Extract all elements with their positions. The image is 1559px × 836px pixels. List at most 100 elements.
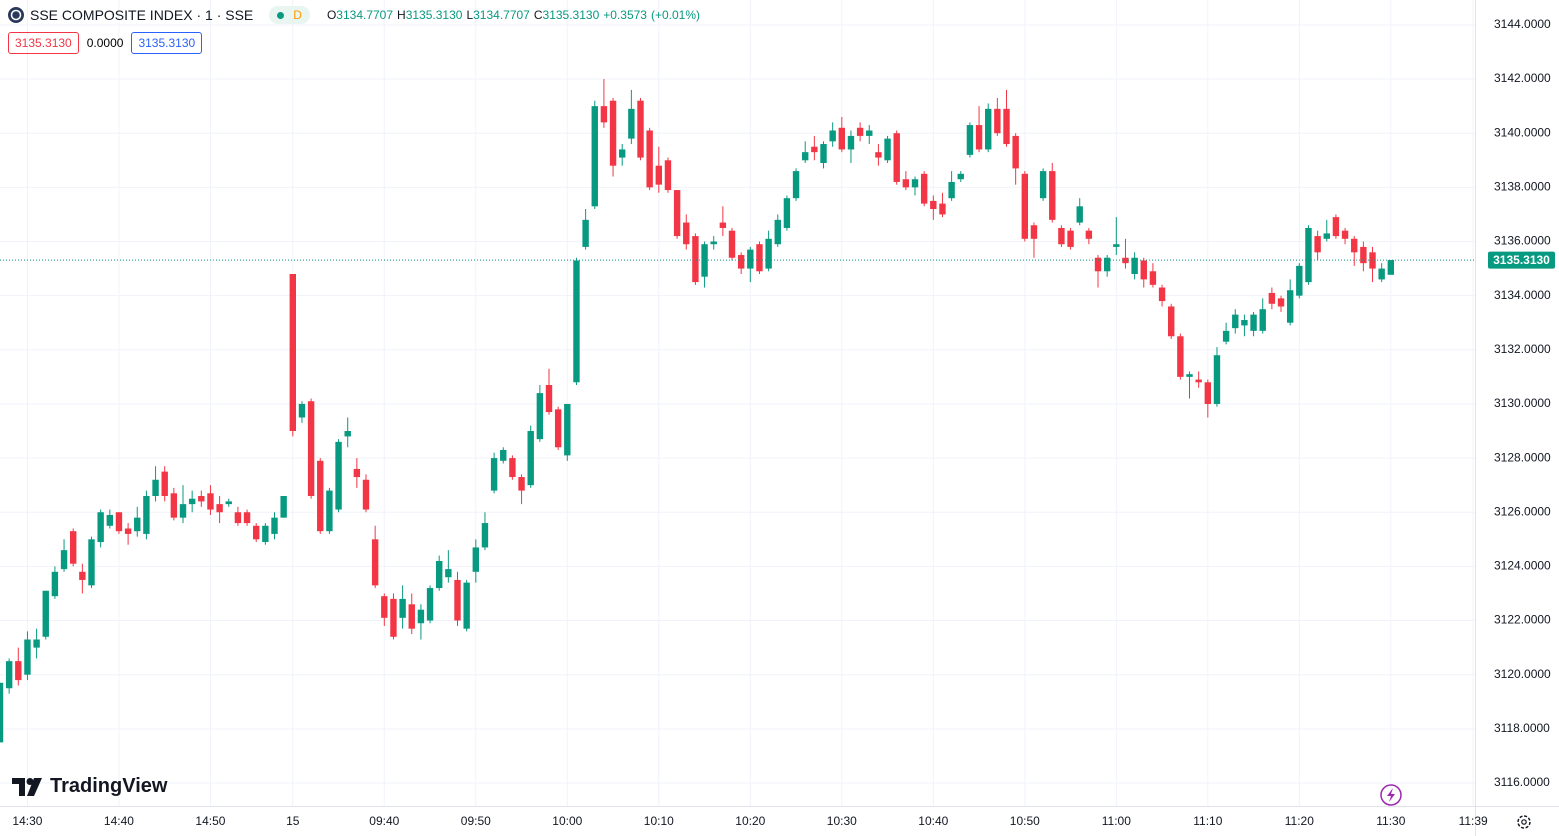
y-tick-label: 3124.0000 xyxy=(1494,559,1551,573)
x-tick-label: 10:20 xyxy=(735,814,765,828)
candle-body xyxy=(408,604,415,629)
candle-body xyxy=(1250,314,1257,331)
x-tick-label: 14:30 xyxy=(12,814,42,828)
candle-body xyxy=(783,198,791,228)
candle-body xyxy=(802,152,809,161)
candle-body xyxy=(710,241,717,245)
candle-body xyxy=(847,135,855,150)
x-tick-label: 09:40 xyxy=(369,814,399,828)
x-tick-label: 14:50 xyxy=(195,814,225,828)
candle-body xyxy=(1222,330,1230,342)
candle-body xyxy=(1323,233,1330,239)
candle-body xyxy=(1085,230,1093,239)
ohlc-key: O xyxy=(326,8,337,22)
candle-body xyxy=(573,260,580,383)
candle-body xyxy=(1131,257,1138,274)
brand-logo xyxy=(12,777,42,796)
candle-body xyxy=(234,512,242,524)
candle-body xyxy=(362,479,370,510)
candle-body xyxy=(445,569,452,578)
candle-body xyxy=(15,661,22,681)
x-tick-label: 10:10 xyxy=(644,814,674,828)
candle-body xyxy=(664,160,672,191)
candle-body xyxy=(115,512,123,532)
change: +0.3573 xyxy=(603,8,647,22)
candle-body xyxy=(765,238,772,269)
candle-body xyxy=(1168,306,1175,337)
candle-body xyxy=(371,539,379,586)
y-tick-label: 3118.0000 xyxy=(1494,721,1550,735)
candle-body xyxy=(756,244,763,272)
candle-body xyxy=(975,125,983,150)
candle-body xyxy=(719,222,727,228)
x-tick-label: 11:30 xyxy=(1376,814,1405,828)
candle-body xyxy=(1341,230,1349,239)
candle-body xyxy=(902,179,910,188)
input-box[interactable]: 3135.3130 xyxy=(8,32,79,54)
input-box[interactable]: 3135.3130 xyxy=(131,32,203,54)
candle-body xyxy=(1140,260,1147,280)
candle-body xyxy=(966,125,974,155)
last-price-box xyxy=(1488,251,1555,269)
ohlc-value: 3134.7707 xyxy=(336,8,394,22)
candle-body xyxy=(88,539,95,586)
candle-body xyxy=(0,682,4,743)
candle-body xyxy=(646,130,653,188)
candle-body xyxy=(628,108,635,139)
legend-header: SSE COMPOSITE INDEX · 1 · SSE D O3134.77… xyxy=(8,5,700,25)
settings-icon[interactable] xyxy=(1517,815,1531,829)
candle-body xyxy=(1021,173,1029,239)
candle-body xyxy=(1186,374,1193,377)
candle-body xyxy=(143,496,150,534)
interval-badge: D xyxy=(293,8,302,22)
candle-body xyxy=(774,219,781,245)
candle-body xyxy=(253,525,260,540)
candle-body xyxy=(1204,382,1212,404)
replay-icon[interactable] xyxy=(1380,784,1402,806)
candle-body xyxy=(911,179,919,188)
candle-body xyxy=(161,471,168,496)
candle-body xyxy=(426,588,434,621)
x-tick-label: 11:39 xyxy=(1459,814,1488,828)
candle-body xyxy=(198,496,205,502)
candle-body xyxy=(875,152,882,158)
symbol-title[interactable]: SSE COMPOSITE INDEX · 1 · SSE xyxy=(30,7,254,23)
brand[interactable]: TradingView xyxy=(12,775,167,798)
candle-body xyxy=(216,504,223,513)
candle-body xyxy=(1213,355,1221,404)
candle-body xyxy=(1277,298,1285,307)
candle-body xyxy=(335,441,342,510)
candle-body xyxy=(24,639,31,675)
candle-body xyxy=(564,403,571,456)
candle-body xyxy=(893,133,900,182)
y-tick-label: 3140.0000 xyxy=(1494,125,1551,139)
ohlc-values: O3134.7707 H3135.3130 L3134.7707 C3135.3130… xyxy=(327,8,700,22)
candle-body xyxy=(1058,227,1065,245)
candle-body xyxy=(673,190,681,237)
candle-body xyxy=(152,479,159,496)
candle-body xyxy=(792,171,800,199)
candle-body xyxy=(33,639,40,648)
y-tick-label: 3138.0000 xyxy=(1494,180,1551,194)
candle-body xyxy=(262,525,269,543)
candle-body xyxy=(1177,336,1184,377)
candle-body xyxy=(500,449,507,461)
candle-body xyxy=(829,130,836,142)
candle-body xyxy=(1103,257,1111,272)
candle-body xyxy=(1149,271,1157,285)
candle-body xyxy=(79,571,86,580)
candle-body xyxy=(454,579,461,621)
candle-body xyxy=(747,249,754,269)
market-status[interactable]: D xyxy=(269,6,310,24)
candle-body xyxy=(920,173,928,204)
y-tick-label: 3134.0000 xyxy=(1494,288,1551,302)
candle-body xyxy=(207,493,214,510)
candle-body xyxy=(298,403,306,418)
candle-body xyxy=(637,100,644,158)
candle-body xyxy=(1049,171,1056,220)
candle-body xyxy=(170,493,178,518)
candle-body xyxy=(317,460,324,532)
candle-body xyxy=(326,490,333,532)
candle-body xyxy=(1259,309,1266,331)
